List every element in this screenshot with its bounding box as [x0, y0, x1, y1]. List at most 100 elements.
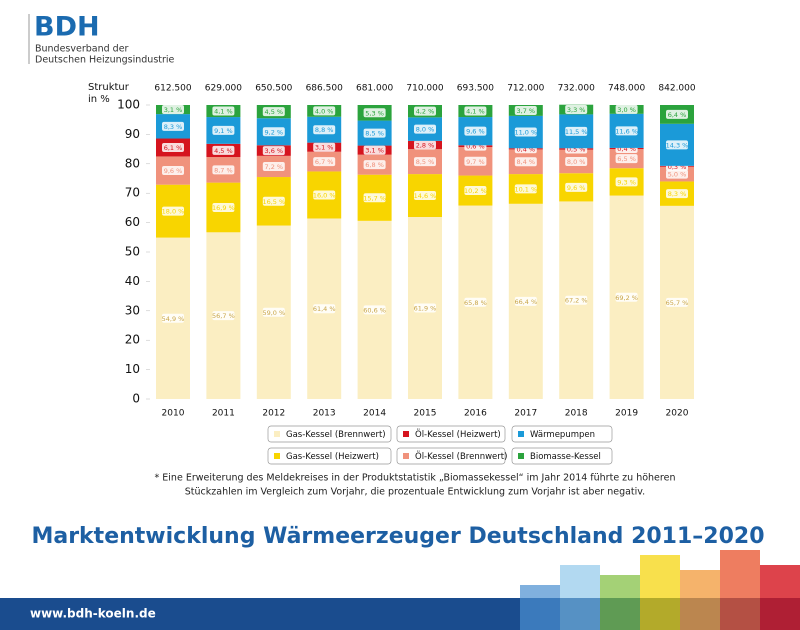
- value-label: 18,0 %: [162, 208, 185, 216]
- value-label-box: [363, 160, 386, 170]
- value-label-box: [666, 189, 688, 199]
- footnote: Stückzahlen im Vergleich zum Vorjahr, di…: [185, 487, 645, 498]
- x-tick-label: 2013: [313, 409, 336, 419]
- chart-title: Marktentwicklung Wärmeerzeuger Deutschla…: [31, 524, 764, 549]
- decoration: [0, 550, 800, 630]
- y-tick-label: 50: [125, 245, 140, 259]
- legend-item: Gas-Kessel (Brennwert): [267, 425, 392, 443]
- value-label: 6,5 %: [617, 155, 636, 163]
- x-tick-label: 2012: [262, 409, 285, 419]
- value-label: 15,7 %: [363, 194, 386, 202]
- legend-item: Biomasse-Kessel: [511, 447, 613, 465]
- value-label-box: [414, 140, 436, 150]
- legend-swatch: [274, 453, 280, 459]
- value-label-box: [514, 184, 537, 194]
- org-line: Bundesverband der: [35, 44, 129, 55]
- value-label: 9,6 %: [164, 167, 183, 175]
- value-label-box: [363, 145, 386, 155]
- value-label-box: [666, 140, 688, 150]
- value-label-box: [615, 104, 638, 114]
- value-label-box: [363, 305, 386, 315]
- value-label: 6,7 %: [315, 158, 334, 166]
- value-label-box: [162, 206, 184, 216]
- value-label-box: [565, 105, 588, 115]
- total-label: 686.500: [306, 84, 343, 94]
- footer-url: www.bdh-koeln.de: [30, 607, 156, 621]
- value-label-box: [363, 193, 386, 203]
- legend-frame: [267, 425, 392, 443]
- total-label: 629.000: [205, 84, 242, 94]
- value-label-box: [514, 105, 537, 115]
- value-label-box: [162, 105, 184, 115]
- value-label-box: [565, 126, 588, 136]
- legend-frame: [396, 447, 506, 465]
- value-label-box: [514, 127, 537, 137]
- value-label-box: [363, 108, 386, 118]
- value-label: 61,4 %: [313, 305, 336, 313]
- value-label: 5,0 %: [668, 171, 687, 179]
- y-tick-label: 90: [125, 127, 140, 141]
- value-label-box: [414, 191, 436, 201]
- legend-item: Gas-Kessel (Heizwert): [267, 447, 392, 465]
- value-label: 9,1 %: [214, 127, 233, 135]
- legend-frame: [396, 425, 506, 443]
- value-label: 5,3 %: [365, 109, 384, 117]
- value-label-box: [212, 125, 235, 135]
- value-label-box: [212, 106, 235, 116]
- legend-frame: [267, 447, 392, 465]
- x-tick-label: 2019: [615, 409, 638, 419]
- value-label: 8,8 %: [315, 126, 334, 134]
- value-label: 3,0 %: [617, 106, 636, 114]
- x-tick-label: 2016: [464, 409, 487, 419]
- value-label-box: [666, 109, 688, 119]
- value-label-box: [262, 196, 285, 206]
- y-tick-label: 60: [125, 215, 140, 229]
- legend-frame: [511, 425, 613, 443]
- total-label: 650.500: [255, 84, 292, 94]
- legend-item: Öl-Kessel (Brennwert): [396, 447, 507, 465]
- value-label: 4,5 %: [265, 108, 284, 116]
- cube: [680, 570, 720, 630]
- value-label-box: [414, 124, 436, 134]
- value-label: 9,2 %: [265, 128, 284, 136]
- x-tick-label: 2011: [212, 409, 235, 419]
- value-label: 3,1 %: [365, 147, 384, 155]
- total-label: 842.000: [658, 84, 695, 94]
- value-label: 9,7 %: [466, 158, 485, 166]
- value-label-box: [162, 121, 184, 131]
- y-tick-label: 100: [117, 98, 140, 112]
- value-label: 65,7 %: [666, 299, 689, 307]
- total-label: 693.500: [457, 84, 494, 94]
- value-label-box: [615, 154, 638, 164]
- y-axis-label: Struktur: [88, 82, 130, 93]
- value-label: 4,5 %: [214, 147, 233, 155]
- value-label-box: [363, 128, 386, 138]
- value-label-box: [262, 307, 285, 317]
- y-tick-label: 0: [132, 392, 140, 406]
- value-label: 16,9 %: [212, 204, 235, 212]
- value-label: 0,4 %: [517, 145, 536, 153]
- value-label: 3,1 %: [164, 106, 183, 114]
- value-label-box: [313, 125, 336, 135]
- y-tick-label: 70: [125, 186, 140, 200]
- value-label: 10,2 %: [464, 187, 487, 195]
- total-label: 612.500: [154, 84, 191, 94]
- value-label: 6,8 %: [365, 161, 384, 169]
- value-label: 60,6 %: [363, 306, 386, 314]
- value-label: 0,5 %: [567, 145, 586, 153]
- value-label-box: [313, 157, 336, 167]
- legend-item: Öl-Kessel (Heizwert): [396, 425, 506, 443]
- value-label: 8,3 %: [668, 190, 687, 198]
- value-label: 3,1 %: [315, 144, 334, 152]
- legend-label: Öl-Kessel (Heizwert): [415, 429, 501, 440]
- value-label-box: [414, 106, 436, 116]
- value-label: 14,6 %: [414, 192, 437, 200]
- value-label-box: [313, 304, 336, 314]
- value-label: 3,7 %: [517, 107, 536, 115]
- y-axis-label: in %: [88, 94, 110, 105]
- value-label: 4,2 %: [416, 108, 435, 116]
- value-label: 67,2 %: [565, 297, 588, 305]
- x-tick-label: 2020: [666, 409, 689, 419]
- value-label: 10,1 %: [514, 185, 537, 193]
